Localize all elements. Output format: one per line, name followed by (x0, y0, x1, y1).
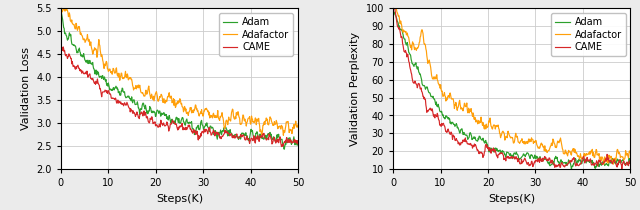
Adafactor (172, 106, 179, 109)
Adafactor (63, 6, 70, 8)
Adam (531, 154, 539, 156)
CAME (502, 160, 509, 162)
CAME (198, 130, 206, 133)
CAME (518, 158, 525, 160)
Adafactor (294, 123, 302, 126)
CAME (186, 125, 193, 127)
Adafactor (531, 140, 538, 143)
Adam (585, 160, 593, 162)
CAME (278, 145, 285, 148)
Adam (170, 122, 177, 125)
Line: Adafactor: Adafactor (61, 7, 298, 135)
CAME (584, 160, 591, 162)
Adafactor (57, 10, 65, 13)
X-axis label: Steps(K): Steps(K) (488, 194, 535, 204)
CAME (531, 161, 538, 163)
Adam (390, 11, 398, 13)
CAME (621, 164, 629, 166)
Adafactor (504, 136, 511, 139)
Adam (627, 160, 634, 163)
Legend: Adam, Adafactor, CAME: Adam, Adafactor, CAME (551, 13, 625, 56)
Y-axis label: Validation Perplexity: Validation Perplexity (350, 32, 360, 146)
Adafactor (627, 152, 634, 154)
Adam (252, 138, 259, 140)
Adafactor (170, 104, 178, 106)
Adam (171, 122, 179, 125)
Adafactor (289, 127, 297, 129)
Line: Adafactor: Adafactor (393, 0, 630, 164)
CAME (172, 123, 179, 126)
Adafactor (186, 110, 193, 113)
Adafactor (621, 156, 629, 158)
CAME (294, 140, 302, 142)
Adam (502, 154, 510, 156)
Line: Adam: Adam (61, 8, 298, 149)
Adam (198, 123, 206, 126)
Adam (57, 7, 65, 9)
Legend: Adam, Adafactor, CAME: Adam, Adafactor, CAME (219, 13, 293, 56)
Adafactor (198, 113, 206, 115)
Adam (280, 148, 288, 151)
CAME (289, 141, 297, 144)
Adam (186, 121, 193, 123)
Adafactor (584, 153, 591, 156)
Adafactor (600, 163, 607, 165)
CAME (60, 46, 67, 48)
Line: Adam: Adam (393, 12, 630, 169)
X-axis label: Steps(K): Steps(K) (156, 194, 203, 204)
Adam (622, 162, 630, 165)
Adam (518, 155, 526, 158)
Adafactor (280, 134, 287, 136)
Adam (389, 15, 397, 18)
CAME (170, 121, 178, 123)
Adam (568, 168, 575, 171)
Line: CAME: CAME (393, 0, 630, 169)
Adafactor (502, 135, 509, 138)
Adafactor (252, 118, 260, 120)
Adam (294, 141, 302, 143)
Adam (289, 141, 297, 143)
CAME (627, 160, 634, 162)
CAME (252, 137, 260, 139)
Y-axis label: Validation Loss: Validation Loss (20, 47, 31, 130)
CAME (57, 53, 65, 56)
Adam (504, 151, 511, 154)
Adafactor (518, 139, 525, 142)
CAME (618, 168, 626, 170)
Line: CAME: CAME (61, 47, 298, 147)
CAME (504, 155, 511, 158)
